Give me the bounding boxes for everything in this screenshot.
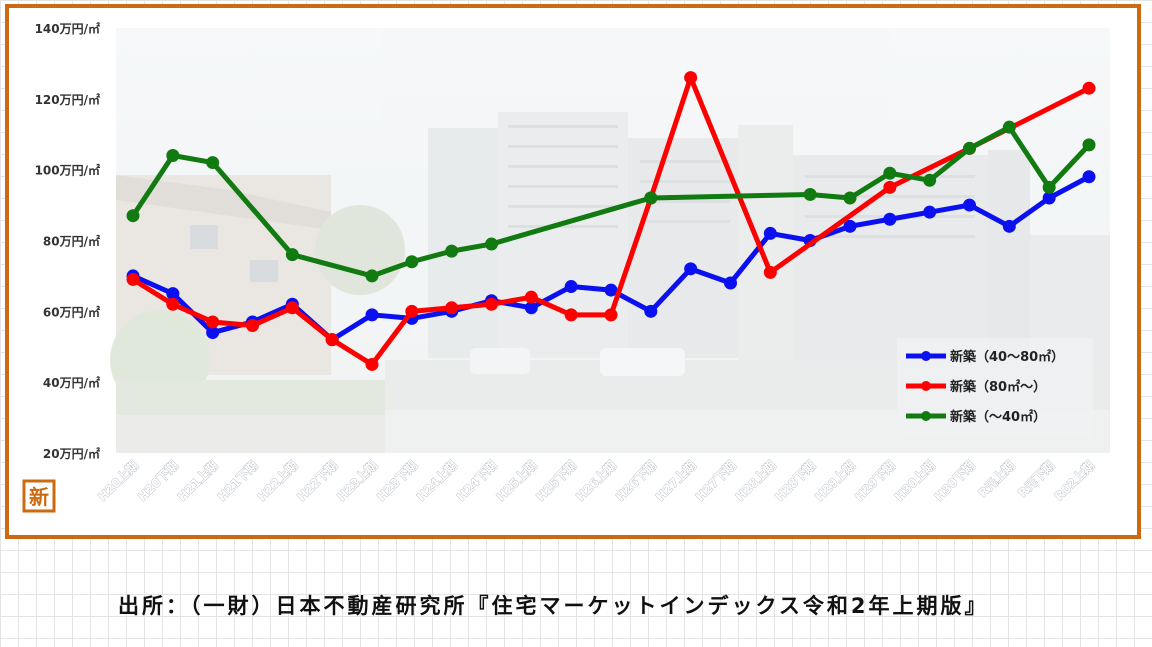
data-point-0 [1082, 170, 1096, 184]
data-point-2 [166, 149, 180, 162]
data-point-0 [524, 301, 538, 315]
x-tick-label: H24下期 [453, 458, 499, 504]
data-point-2 [644, 191, 658, 205]
legend-label: 新築（80㎡～） [950, 379, 1046, 395]
x-tick-label: H29上期 [812, 458, 858, 504]
series-layer [126, 71, 1096, 371]
data-point-2 [843, 191, 857, 205]
data-point-1 [365, 357, 379, 371]
data-point-2 [365, 269, 379, 283]
x-tick-label: H21下期 [214, 458, 260, 504]
x-tick-label: H28上期 [732, 458, 778, 504]
data-point-2 [963, 141, 976, 155]
data-point-2 [883, 166, 897, 180]
data-point-0 [365, 308, 379, 322]
data-point-0 [843, 219, 857, 233]
legend-swatch-marker [921, 411, 931, 421]
data-point-2 [1002, 120, 1016, 134]
x-tick-label: R02上期 [1051, 458, 1097, 504]
y-tick-label: 120万円/㎡ [35, 92, 100, 107]
y-tick-label: 60万円/㎡ [43, 304, 100, 319]
data-point-1 [485, 297, 498, 311]
data-point-0 [604, 283, 618, 297]
x-tick-label: H29下期 [851, 458, 897, 504]
data-point-0 [763, 226, 777, 240]
data-point-2 [206, 156, 220, 170]
y-axis: 20万円/㎡ 40万円/㎡ 60万円/㎡ 80万円/㎡ 100万円/㎡ 120万円/㎡ 14… [35, 21, 100, 461]
data-point-1 [684, 71, 698, 85]
x-tick-label: H24上期 [413, 458, 459, 504]
y-tick-label: 40万円/㎡ [43, 375, 100, 390]
data-point-0 [724, 276, 737, 290]
data-point-0 [1002, 219, 1016, 233]
data-point-1 [524, 290, 538, 304]
x-tick-label: H30下期 [931, 458, 977, 504]
x-tick-label: H23上期 [334, 458, 380, 504]
data-point-1 [325, 333, 339, 347]
data-point-2 [445, 244, 459, 258]
data-point-0 [1042, 191, 1056, 205]
legend-label: 新築（40～80㎡） [950, 349, 1064, 365]
x-tick-label: R元上期 [975, 458, 1018, 501]
data-point-1 [126, 272, 140, 286]
x-axis: H20上期H20下期H21上期H21下期H22上期H22下期H23上期H23下期… [94, 457, 1097, 504]
y-tick-label: 100万円/㎡ [35, 163, 100, 178]
x-tick-label: H27上期 [652, 458, 698, 504]
legend-swatch-marker [921, 381, 931, 391]
data-point-0 [206, 326, 220, 340]
brand-logo-text: 新 [29, 485, 49, 509]
data-point-0 [923, 205, 937, 219]
data-point-0 [166, 287, 180, 301]
x-tick-label: H30上期 [891, 458, 937, 504]
x-tick-label: H21上期 [174, 458, 220, 504]
x-tick-label: H25上期 [493, 458, 539, 504]
source-note: 出所：（一財）日本不動産研究所『住宅マーケットインデックス令和2年上期版』 [118, 594, 989, 618]
data-point-2 [1082, 138, 1096, 152]
data-point-2 [1042, 180, 1056, 194]
x-tick-label: H25下期 [533, 458, 579, 504]
data-point-1 [206, 315, 220, 329]
data-point-1 [445, 301, 459, 315]
x-tick-label: H26上期 [573, 458, 619, 504]
x-tick-label: H28下期 [772, 458, 818, 504]
data-point-0 [644, 304, 658, 318]
data-point-2 [405, 255, 419, 269]
data-point-0 [684, 262, 698, 276]
x-tick-label: H26下期 [612, 458, 658, 504]
data-point-1 [604, 308, 618, 322]
x-tick-label: H23下期 [373, 458, 419, 504]
legend-label: 新築（～40㎡） [950, 409, 1046, 425]
data-point-2 [923, 173, 937, 187]
legend-swatch-marker [921, 351, 931, 361]
x-tick-label: H20上期 [95, 458, 141, 504]
data-point-1 [763, 265, 777, 279]
data-point-0 [883, 212, 897, 226]
legend: 新築（40～80㎡） 新築（80㎡～） 新築（～40㎡） [897, 338, 1093, 438]
x-tick-label: H22上期 [254, 458, 300, 504]
data-point-1 [883, 180, 897, 194]
brand-logo: 新 [22, 479, 56, 513]
data-point-2 [485, 237, 498, 251]
data-point-1 [285, 301, 299, 315]
data-point-2 [126, 209, 140, 223]
data-point-2 [285, 248, 299, 262]
x-tick-label: H20下期 [134, 458, 180, 504]
data-point-1 [166, 297, 180, 311]
data-point-2 [803, 187, 817, 201]
data-point-0 [564, 280, 578, 294]
data-point-1 [1082, 81, 1096, 95]
y-tick-label: 140万円/㎡ [35, 21, 100, 36]
data-point-1 [246, 319, 259, 332]
data-point-0 [963, 198, 976, 212]
y-tick-label: 20万円/㎡ [43, 446, 100, 461]
y-tick-label: 80万円/㎡ [43, 234, 100, 249]
data-point-1 [564, 308, 578, 322]
data-point-1 [405, 304, 419, 318]
x-tick-label: H27下期 [692, 458, 738, 504]
x-tick-label: H22下期 [294, 458, 340, 504]
